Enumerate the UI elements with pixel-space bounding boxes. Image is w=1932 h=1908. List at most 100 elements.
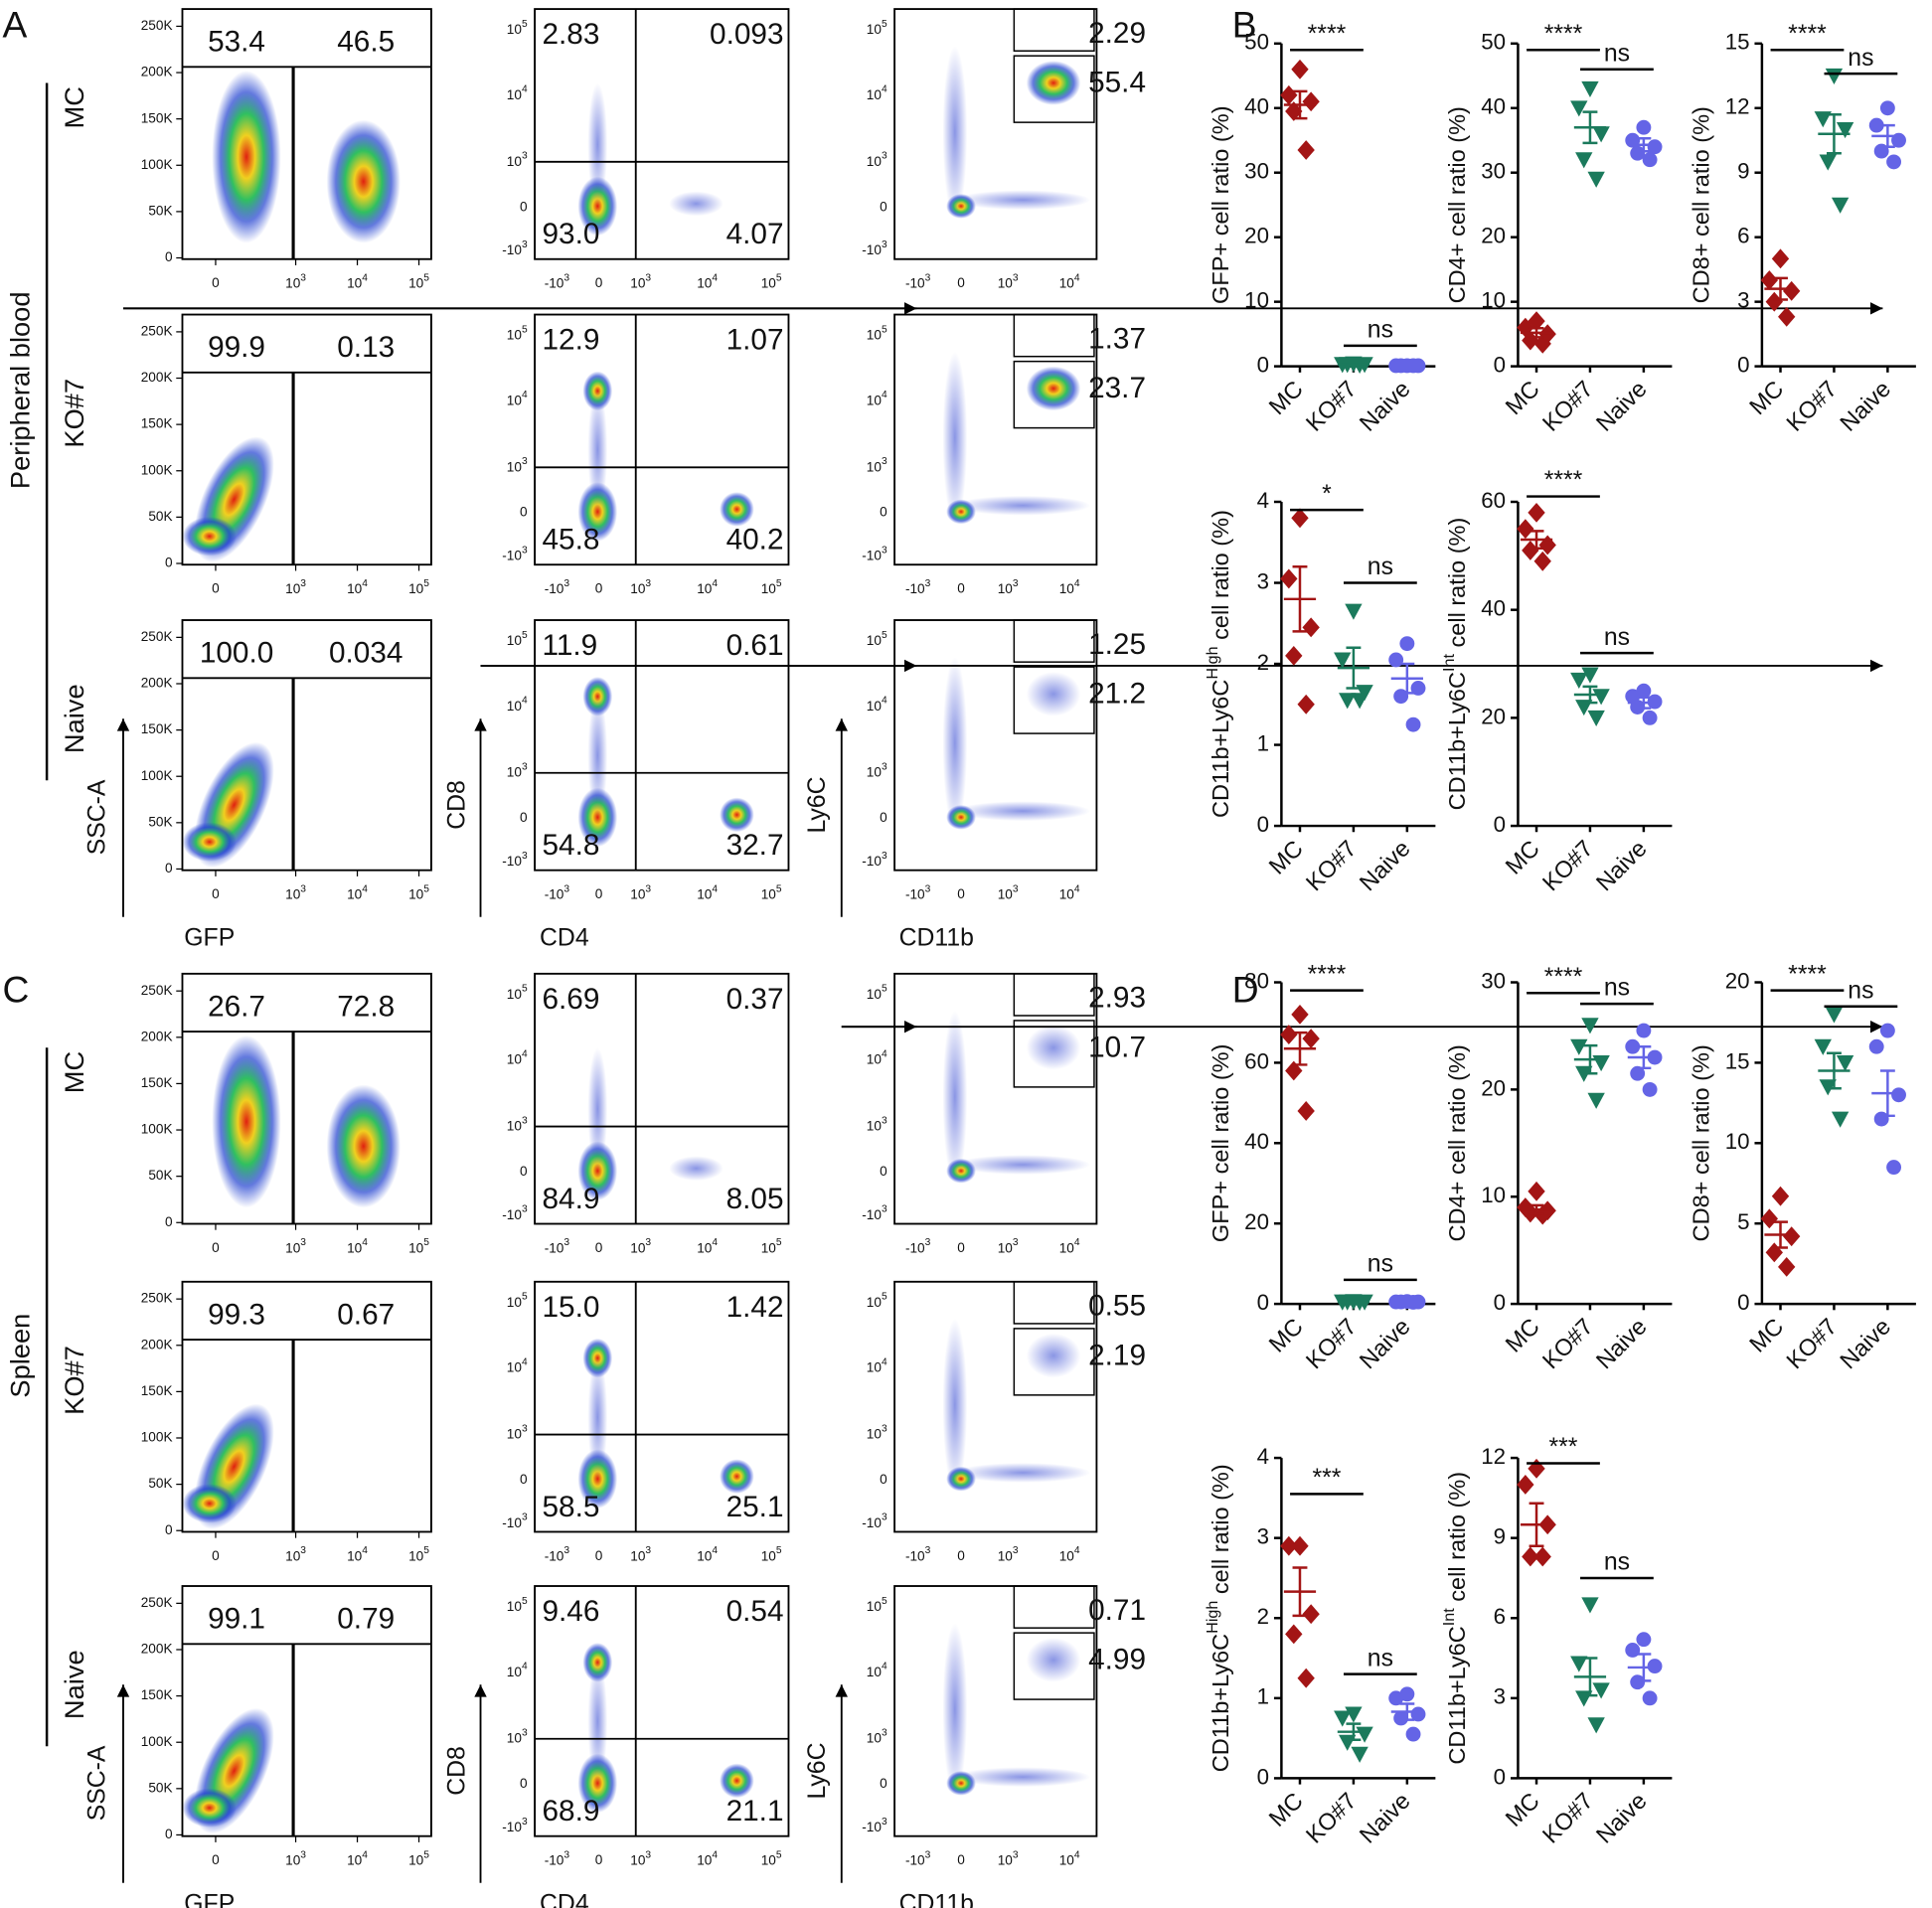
- density: [212, 71, 281, 243]
- y-tick-label: 9: [1494, 1524, 1506, 1549]
- x-tick-label: Naive: [1355, 835, 1415, 895]
- error-bar: [1529, 1502, 1544, 1547]
- tick-exp: 5: [522, 983, 528, 994]
- error-bar: [1636, 137, 1652, 153]
- tick-base: -10: [502, 242, 522, 257]
- tick-base: 10: [507, 1664, 523, 1678]
- tick-exp: 3: [522, 150, 528, 161]
- percent-label: 1.07: [726, 324, 784, 357]
- tick-label: 0: [520, 1776, 528, 1791]
- tick-exp: 3: [882, 150, 887, 161]
- tick-base: -10: [502, 1206, 522, 1221]
- tick-base: 10: [761, 1548, 777, 1563]
- y-tick-label: 9: [1737, 159, 1749, 184]
- tick-label: 105: [408, 1237, 429, 1255]
- tick-exp: 4: [1074, 272, 1080, 283]
- tick-base: 10: [507, 764, 523, 779]
- tick-exp: 3: [1013, 1237, 1019, 1248]
- plot-frame: [893, 8, 1098, 260]
- tick-label: 104: [1059, 272, 1080, 290]
- y-tick-label: 10: [1244, 288, 1269, 313]
- point: [1891, 1087, 1906, 1103]
- point: [1782, 280, 1801, 301]
- tick-base: 10: [285, 1548, 301, 1563]
- tick-exp: 4: [712, 1237, 718, 1248]
- plot-frame: [534, 313, 790, 566]
- tick-exp: 5: [776, 1237, 782, 1248]
- tick-exp: 4: [882, 1356, 887, 1367]
- tick-label: 104: [507, 1356, 528, 1374]
- tick-label: 104: [1059, 883, 1080, 901]
- tick-label: -103: [502, 545, 528, 562]
- tick-label: 103: [998, 578, 1019, 596]
- tick-base: 10: [507, 22, 523, 37]
- tick-label: 200K: [141, 1337, 173, 1352]
- y-tick-label: 4: [1257, 488, 1269, 513]
- tick-exp: 3: [645, 272, 651, 283]
- x-tick-label: MC: [1264, 835, 1308, 878]
- tick-base: 10: [347, 1548, 363, 1563]
- tick-exp: 3: [522, 1817, 528, 1828]
- tick-exp: 3: [882, 545, 887, 556]
- y-tick-label: 3: [1737, 288, 1749, 313]
- tick-base: -10: [502, 1514, 522, 1529]
- plot-frame: [181, 619, 432, 872]
- gate: [1013, 1328, 1095, 1396]
- y-tick-label: 3: [1257, 1524, 1269, 1549]
- error-bar: [1636, 1044, 1652, 1070]
- tick-label: 104: [697, 1237, 718, 1255]
- tick-label: 104: [1059, 578, 1080, 596]
- tick-base: 10: [285, 275, 301, 290]
- tick-label: 150K: [141, 416, 173, 431]
- point: [1592, 1682, 1610, 1699]
- point: [1587, 1092, 1605, 1109]
- percent-label: 99.3: [208, 1298, 265, 1331]
- point: [1814, 1038, 1832, 1055]
- tick-exp: 3: [522, 1203, 528, 1214]
- tick-base: 10: [867, 764, 883, 779]
- tick-label: 50K: [148, 509, 172, 524]
- plot-frame: [181, 1585, 432, 1837]
- x-tick-label: MC: [1264, 1313, 1308, 1356]
- density: [182, 1484, 238, 1523]
- point: [1570, 1656, 1588, 1672]
- arrow-head: [1870, 659, 1883, 673]
- tick-label: 0: [957, 581, 965, 596]
- point: [1831, 197, 1850, 214]
- point: [1302, 91, 1320, 112]
- point: [1570, 672, 1588, 690]
- tick-label: 50K: [148, 203, 172, 218]
- tick-exp: 3: [882, 456, 887, 467]
- percent-label: 45.8: [543, 524, 600, 556]
- gate: [1013, 1020, 1095, 1088]
- percent-label: 40.2: [726, 524, 784, 556]
- tick-base: 10: [630, 1852, 646, 1867]
- tick-base: 10: [1059, 1852, 1075, 1867]
- tick-label: 200K: [141, 676, 173, 691]
- y-tick-label: 12: [1481, 1444, 1506, 1469]
- tick-base: 10: [867, 1294, 883, 1309]
- tick-label: -103: [862, 545, 887, 562]
- gate: [1013, 8, 1095, 52]
- tick-label: 105: [507, 324, 528, 342]
- y-axis-label: CD11b+Ly6CHigh cell ratio (%): [1204, 1464, 1233, 1772]
- point: [1587, 171, 1605, 188]
- tick-exp: 3: [522, 1115, 528, 1126]
- tick-label: 0: [165, 1214, 173, 1229]
- percent-label: 93.0: [543, 218, 600, 250]
- error-bar: [1346, 363, 1362, 367]
- tick-label: 104: [347, 1545, 368, 1563]
- point: [1285, 101, 1303, 121]
- tick-label: -103: [905, 578, 931, 596]
- tick-label: -103: [905, 272, 931, 290]
- gate: [1013, 666, 1095, 734]
- gate: [1013, 1632, 1095, 1700]
- tick-label: 0: [520, 199, 528, 214]
- tick-base: -10: [905, 1548, 925, 1563]
- y-axis-label: CD11b+Ly6CHigh cell ratio (%): [1204, 510, 1233, 818]
- tick-base: 10: [697, 886, 713, 901]
- arrow-head: [1870, 1020, 1883, 1034]
- tick-base: 10: [507, 1359, 523, 1374]
- x-tick-label: MC: [1501, 1313, 1544, 1356]
